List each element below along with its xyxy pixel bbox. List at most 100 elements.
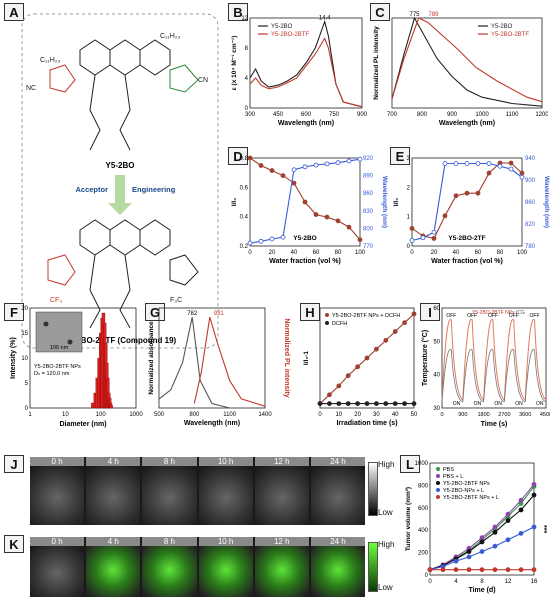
x-tick-label: 500 [154, 412, 165, 418]
data-point [247, 155, 253, 161]
y-tick-label: 50 [433, 339, 440, 345]
x-axis-label: Wavelength (nm) [278, 120, 334, 127]
data-point [280, 234, 286, 240]
series-line [391, 16, 543, 107]
x-axis-label: Time (d) [468, 587, 495, 594]
panel-c-letter: C [370, 3, 390, 21]
colorbar-j [368, 462, 378, 516]
peak-label: 782 [187, 311, 198, 317]
x-tick-label: 40 [453, 250, 460, 256]
x-tick-label: 40 [291, 250, 298, 256]
y-axis-label: Normalized absorbance [148, 321, 155, 395]
time-label: 0 h [30, 537, 85, 546]
panel-a-letter: A [4, 3, 24, 21]
x-axis-label: Irradiation time (s) [336, 420, 397, 427]
data-point [346, 224, 352, 230]
data-point [324, 161, 330, 167]
imaging-frame: 8 h [142, 457, 197, 525]
data-point [492, 524, 498, 530]
y-right-tick-label: 830 [363, 209, 374, 215]
plot-frame [441, 307, 547, 409]
data-point [374, 346, 379, 352]
tem-particle [67, 339, 73, 345]
panel-j-letter: J [4, 455, 24, 473]
panel-b-letter: B [228, 3, 248, 21]
data-point [280, 173, 286, 179]
legend-label: Y5-2BO-2BTF NPs [472, 310, 515, 316]
data-point [335, 218, 341, 224]
panel-k-letter: K [4, 535, 24, 553]
y-tick-label: 0 [425, 573, 429, 579]
x-tick-label: 0 [428, 579, 432, 585]
x-axis-label: Water fraction (vol %) [269, 258, 341, 265]
colorbar-k-high: High [378, 540, 395, 549]
colorbar-k [368, 542, 378, 592]
colorbar-j-low: Low [378, 508, 393, 517]
label-cn-top: CN [198, 77, 208, 84]
x-tick-label: 100 [355, 250, 366, 256]
x-tick-label: 0 [318, 412, 322, 418]
y-axis-label: Temperature (°C) [421, 330, 429, 386]
label-engineering: Engineering [132, 185, 176, 194]
chart-d-aie: 0 20 40 60 80 100 0.2 0.4 0.6 0.8 Water fraction (… [231, 155, 388, 265]
data-point [326, 392, 332, 398]
chart-c-pl: 700 800 900 1000 1100 1200 Wavelength (nm) Norm… [373, 12, 548, 127]
label-f3c: F₃C [170, 297, 182, 304]
y-tick-label: 400 [418, 528, 429, 534]
y-right-tick-label: 860 [525, 200, 536, 206]
chart-g-abs-pl: 500 800 1100 1400 Wavelength (nm) Normalized … [148, 307, 290, 427]
data-point [475, 161, 481, 166]
imaging-frame: 12 h [254, 537, 309, 597]
panel-e-letter: E [390, 147, 410, 165]
data-point [505, 518, 511, 523]
y-tick-label: 0.6 [240, 185, 249, 191]
y-right-tick-label: 800 [363, 226, 374, 232]
time-label: 10 h [198, 457, 253, 466]
imaging-frame: 10 h [198, 457, 253, 525]
legend-label: PBS [443, 467, 454, 473]
data-point [326, 401, 332, 406]
y-tick-label: 0.4 [240, 215, 249, 221]
data-point [531, 492, 537, 498]
data-point [518, 567, 524, 573]
data-point [531, 567, 537, 573]
y-right-tick-label: 940 [525, 156, 536, 162]
panel-i-letter: I [420, 303, 440, 321]
x-axis-label: Diameter (nm) [59, 421, 106, 428]
label-molecule-top: Y5-2BO [106, 161, 135, 170]
data-point [519, 170, 525, 176]
y-axis-label: ε (x 10⁴ M⁻¹ cm⁻¹) [231, 36, 238, 91]
panel-l-letter: L [400, 455, 420, 473]
x-tick-label: 30 [373, 412, 380, 418]
data-point [313, 162, 319, 168]
data-point [364, 355, 370, 361]
y-axis-label: I/I₀ [231, 198, 238, 206]
data-point [479, 539, 485, 545]
y-right-tick-label: 920 [363, 156, 374, 162]
time-label: 4 h [86, 457, 141, 466]
data-point [402, 320, 407, 326]
on-label: ON [474, 401, 482, 407]
data-point [302, 164, 308, 170]
y-tick-label: 0 [25, 406, 29, 412]
x-tick-label: 60 [313, 250, 320, 256]
label-c11h23-top-right: C₁₁H₂₃ [160, 33, 181, 40]
on-label: ON [515, 401, 523, 407]
x-tick-label: 800 [417, 112, 428, 118]
legend-label: Y5-2BO-2BTF NPs + L [443, 495, 499, 501]
legend-label: PBS + L [443, 474, 463, 480]
imaging-frame: 4 h [86, 457, 141, 525]
data-point [505, 537, 511, 543]
data-point [392, 329, 398, 334]
data-point [431, 236, 437, 241]
plot-frame [319, 307, 415, 409]
y-right-tick-label: 770 [363, 244, 374, 250]
data-point [466, 554, 472, 560]
y-right-axis-label: Normalized PL intensity [283, 318, 290, 397]
plot-frame [391, 17, 543, 109]
data-point [531, 524, 537, 530]
x-tick-label: 10 [62, 412, 69, 418]
data-point [345, 373, 351, 379]
